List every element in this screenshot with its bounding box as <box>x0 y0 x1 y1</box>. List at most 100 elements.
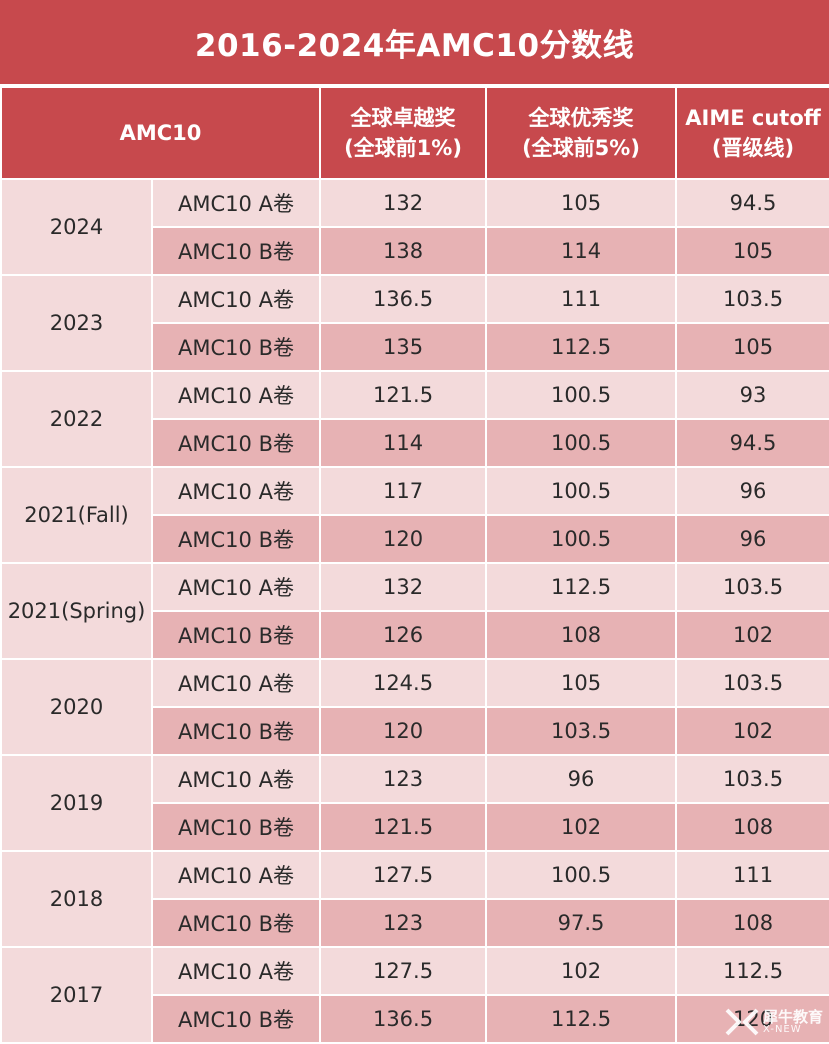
top1-score-cell: 127.5 <box>319 850 488 900</box>
top1-score-cell: 124.5 <box>319 658 488 708</box>
year-cell: 2024 <box>0 178 153 276</box>
table-row: 2020 AMC10 A卷 124.5 105 103.5 <box>0 658 829 756</box>
top1-score-cell: 136.5 <box>319 994 488 1044</box>
top5-score-cell: 112.5 <box>485 994 678 1044</box>
top5-score-cell: 103.5 <box>485 706 678 756</box>
aime-cutoff-cell: 94.5 <box>675 178 829 228</box>
top5-score-cell: 100.5 <box>485 514 678 564</box>
aime-cutoff-cell: 102 <box>675 610 829 660</box>
rhino-logo-icon <box>725 1008 759 1036</box>
top1-score-cell: 132 <box>319 178 488 228</box>
top5-score-cell: 100.5 <box>485 370 678 420</box>
top1-score-cell: 120 <box>319 514 488 564</box>
aime-cutoff-cell: 108 <box>675 898 829 948</box>
top5-score-cell: 105 <box>485 658 678 708</box>
paper-cell: AMC10 B卷 <box>150 994 322 1044</box>
aime-cutoff-cell: 105 <box>675 322 829 372</box>
top5-score-cell: 100.5 <box>485 466 678 516</box>
top5-score-cell: 105 <box>485 178 678 228</box>
top1-score-cell: 127.5 <box>319 946 488 996</box>
top5-score-cell: 114 <box>485 226 678 276</box>
paper-cell: AMC10 B卷 <box>150 418 322 468</box>
paper-cell: AMC10 B卷 <box>150 706 322 756</box>
watermark-logo: 犀牛教育 X-NEW <box>725 1008 823 1036</box>
top5-score-cell: 112.5 <box>485 322 678 372</box>
header-aime: AIME cutoff (晋级线) <box>675 86 829 180</box>
top1-score-cell: 132 <box>319 562 488 612</box>
table-row: 2018 AMC10 A卷 127.5 100.5 111 <box>0 850 829 948</box>
top5-score-cell: 111 <box>485 274 678 324</box>
top1-score-cell: 138 <box>319 226 488 276</box>
table-row: 2021(Spring) AMC10 A卷 132 112.5 103.5 <box>0 562 829 660</box>
paper-cell: AMC10 B卷 <box>150 802 322 852</box>
paper-cell: AMC10 B卷 <box>150 898 322 948</box>
top1-score-cell: 123 <box>319 754 488 804</box>
year-cell: 2021(Fall) <box>0 466 153 564</box>
year-cell: 2018 <box>0 850 153 948</box>
table-row: AMC10 B卷 135 112.5 105 <box>1 322 829 372</box>
header-top5: 全球优秀奖 (全球前5%) <box>485 86 678 180</box>
top5-score-cell: 100.5 <box>485 418 678 468</box>
paper-cell: AMC10 A卷 <box>150 370 322 420</box>
paper-cell: AMC10 B卷 <box>150 322 322 372</box>
paper-cell: AMC10 B卷 <box>150 610 322 660</box>
top1-score-cell: 117 <box>319 466 488 516</box>
table-row: 2022 AMC10 A卷 121.5 100.5 93 <box>0 370 829 468</box>
table-row: AMC10 B卷 123 97.5 108 <box>1 898 829 948</box>
paper-cell: AMC10 A卷 <box>150 658 322 708</box>
top1-score-cell: 135 <box>319 322 488 372</box>
year-cell: 2019 <box>0 754 153 852</box>
top1-score-cell: 121.5 <box>319 802 488 852</box>
top5-score-cell: 102 <box>485 946 678 996</box>
year-cell: 2022 <box>0 370 153 468</box>
header-top1: 全球卓越奖 (全球前1%) <box>319 86 488 180</box>
aime-cutoff-cell: 96 <box>675 466 829 516</box>
table-row: 2023 AMC10 A卷 136.5 111 103.5 <box>0 274 829 372</box>
aime-cutoff-cell: 108 <box>675 802 829 852</box>
aime-cutoff-cell: 103.5 <box>675 658 829 708</box>
aime-cutoff-cell: 103.5 <box>675 754 829 804</box>
top5-score-cell: 102 <box>485 802 678 852</box>
aime-cutoff-cell: 111 <box>675 850 829 900</box>
aime-cutoff-cell: 94.5 <box>675 418 829 468</box>
table-row: 2021(Fall) AMC10 A卷 117 100.5 96 <box>0 466 829 564</box>
year-cell: 2021(Spring) <box>0 562 153 660</box>
paper-cell: AMC10 A卷 <box>150 178 322 228</box>
top5-score-cell: 97.5 <box>485 898 678 948</box>
year-cell: 2023 <box>0 274 153 372</box>
top5-score-cell: 96 <box>485 754 678 804</box>
top1-score-cell: 120 <box>319 706 488 756</box>
top5-score-cell: 100.5 <box>485 850 678 900</box>
watermark-subtext: X-NEW <box>762 1023 802 1035</box>
paper-cell: AMC10 A卷 <box>150 274 322 324</box>
top1-score-cell: 126 <box>319 610 488 660</box>
table-header-row: AMC10 全球卓越奖 (全球前1%) 全球优秀奖 (全球前5%) AIME c… <box>0 86 829 180</box>
table-row: AMC10 B卷 138 114 105 <box>1 226 829 276</box>
table-row: AMC10 B卷 121.5 102 108 <box>1 802 829 852</box>
aime-cutoff-cell: 103.5 <box>675 274 829 324</box>
paper-cell: AMC10 B卷 <box>150 226 322 276</box>
top1-score-cell: 136.5 <box>319 274 488 324</box>
paper-cell: AMC10 A卷 <box>150 754 322 804</box>
watermark-text: 犀牛教育 <box>762 1007 823 1026</box>
year-cell: 2017 <box>0 946 153 1044</box>
paper-cell: AMC10 A卷 <box>150 466 322 516</box>
paper-cell: AMC10 A卷 <box>150 562 322 612</box>
aime-cutoff-cell: 112.5 <box>675 946 829 996</box>
table-row: 2024 AMC10 A卷 132 105 94.5 <box>0 178 829 276</box>
table-row: AMC10 B卷 120 100.5 96 <box>1 514 829 564</box>
aime-cutoff-cell: 103.5 <box>675 562 829 612</box>
table-row: 2017 AMC10 A卷 127.5 102 112.5 <box>0 946 829 1044</box>
paper-cell: AMC10 A卷 <box>150 946 322 996</box>
top5-score-cell: 108 <box>485 610 678 660</box>
aime-cutoff-cell: 102 <box>675 706 829 756</box>
score-table: AMC10 全球卓越奖 (全球前1%) 全球优秀奖 (全球前5%) AIME c… <box>0 86 829 1044</box>
table-row: AMC10 B卷 114 100.5 94.5 <box>1 418 829 468</box>
table-row: 2019 AMC10 A卷 123 96 103.5 <box>0 754 829 852</box>
top1-score-cell: 123 <box>319 898 488 948</box>
top1-score-cell: 121.5 <box>319 370 488 420</box>
aime-cutoff-cell: 93 <box>675 370 829 420</box>
top5-score-cell: 112.5 <box>485 562 678 612</box>
paper-cell: AMC10 A卷 <box>150 850 322 900</box>
table-row: AMC10 B卷 126 108 102 <box>1 610 829 660</box>
